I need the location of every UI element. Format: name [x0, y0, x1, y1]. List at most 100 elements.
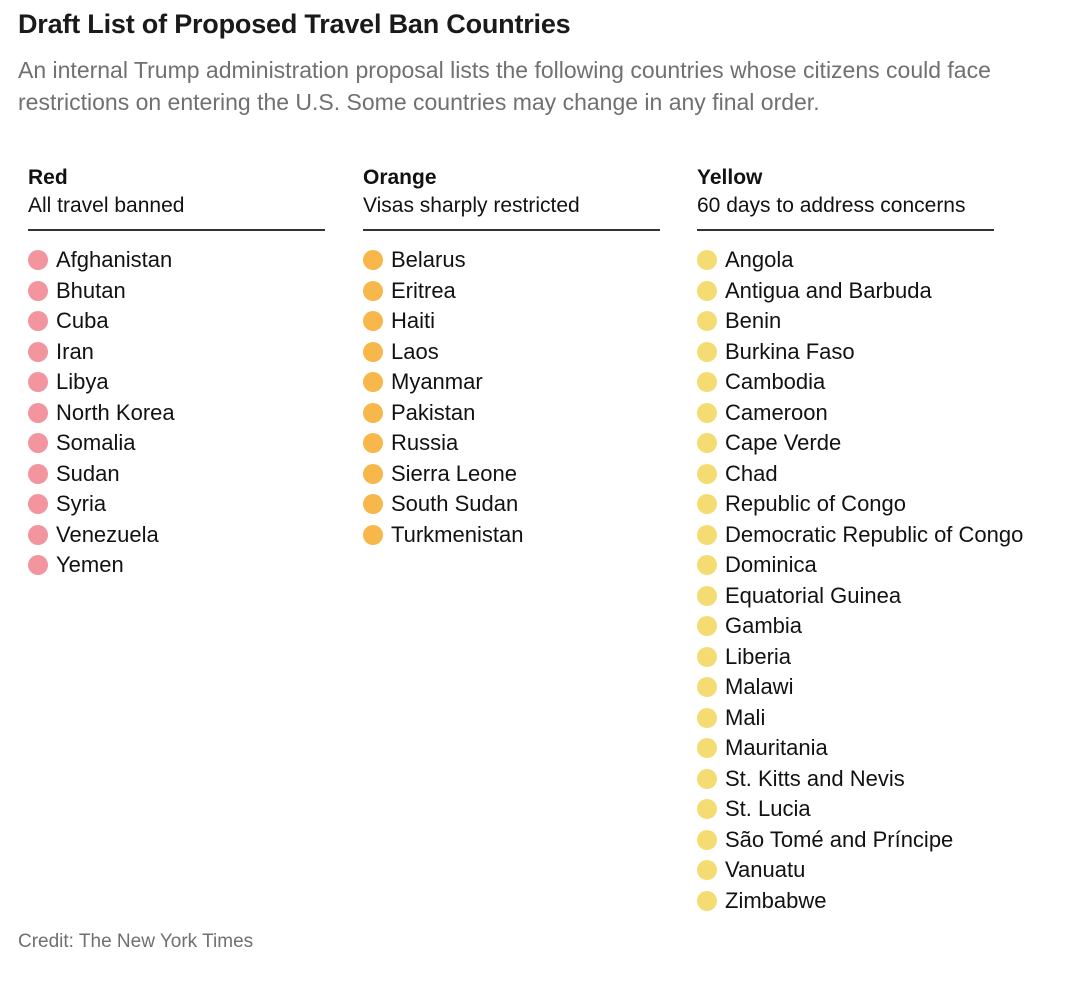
red-dot-icon [28, 280, 48, 301]
country-name: Dominica [725, 552, 817, 578]
country-name: Laos [391, 338, 439, 364]
red-dot-icon [28, 433, 48, 454]
country-item: Angola [697, 245, 994, 276]
yellow-dot-icon [697, 585, 717, 606]
country-name: Pakistan [391, 399, 476, 425]
yellow-dot-icon [697, 890, 717, 911]
yellow-dot-icon [697, 799, 717, 820]
country-item: Gambia [697, 611, 994, 642]
country-item: Belarus [363, 245, 660, 276]
column-divider [697, 229, 994, 231]
country-name: Burkina Faso [725, 338, 855, 364]
yellow-dot-icon [697, 707, 717, 728]
country-name: Afghanistan [56, 247, 173, 273]
yellow-dot-icon [697, 829, 717, 850]
country-name: Cape Verde [725, 430, 842, 456]
country-name: Antigua and Barbuda [725, 277, 932, 303]
red-dot-icon [28, 311, 48, 332]
country-item: Cape Verde [697, 428, 994, 459]
page-title: Draft List of Proposed Travel Ban Countr… [18, 9, 571, 39]
column-subheading: Visas sharply restricted [363, 194, 580, 217]
country-name: Zimbabwe [725, 887, 827, 913]
country-item: Cambodia [697, 367, 994, 398]
country-item: Haiti [363, 306, 660, 337]
country-item: Bhutan [28, 276, 325, 307]
country-item: St. Kitts and Nevis [697, 764, 994, 795]
credit-line: Credit: The New York Times [18, 931, 254, 952]
country-item: Liberia [697, 642, 994, 673]
yellow-dot-icon [697, 677, 717, 698]
column-red: Red All travel banned Afghanistan Bhutan C… [28, 164, 325, 581]
country-item: Burkina Faso [697, 337, 994, 368]
orange-dot-icon [363, 463, 383, 484]
country-item: Chad [697, 459, 994, 490]
country-name: Vanuatu [725, 857, 806, 883]
country-name: Cuba [56, 308, 109, 334]
country-item: Myanmar [363, 367, 660, 398]
country-name: Democratic Republic of Congo [725, 521, 1024, 547]
country-name: Libya [56, 369, 109, 395]
country-name: São Tomé and Príncipe [725, 826, 954, 852]
country-list: Belarus Eritrea Haiti Laos Myanmar Pakistan Ru… [363, 245, 660, 550]
orange-dot-icon [363, 280, 383, 301]
country-name: Belarus [391, 247, 466, 273]
red-dot-icon [28, 555, 48, 576]
country-name: Yemen [56, 552, 124, 578]
yellow-dot-icon [697, 463, 717, 484]
column-heading: Red [28, 166, 68, 189]
country-name: Myanmar [391, 369, 483, 395]
country-name: Equatorial Guinea [725, 582, 902, 608]
country-name: Sierra Leone [391, 460, 517, 486]
red-dot-icon [28, 402, 48, 423]
yellow-dot-icon [697, 555, 717, 576]
country-item: Dominica [697, 550, 994, 581]
country-name: Republic of Congo [725, 491, 907, 517]
country-list: Afghanistan Bhutan Cuba Iran Libya North Kore… [28, 245, 325, 581]
country-item: Cuba [28, 306, 325, 337]
country-item: Zimbabwe [697, 886, 994, 917]
column-orange: Orange Visas sharply restricted Belarus E… [363, 164, 660, 550]
country-name: Somalia [56, 430, 136, 456]
yellow-dot-icon [697, 738, 717, 759]
country-name: Cambodia [725, 369, 826, 395]
country-item: Turkmenistan [363, 520, 660, 551]
country-name: South Sudan [391, 491, 519, 517]
country-item: St. Lucia [697, 794, 994, 825]
yellow-dot-icon [697, 524, 717, 545]
country-item: Equatorial Guinea [697, 581, 994, 612]
column-subheading: All travel banned [28, 194, 185, 217]
orange-dot-icon [363, 433, 383, 454]
country-item: Syria [28, 489, 325, 520]
red-dot-icon [28, 524, 48, 545]
country-item: São Tomé and Príncipe [697, 825, 994, 856]
country-item: Vanuatu [697, 855, 994, 886]
orange-dot-icon [363, 341, 383, 362]
country-item: Yemen [28, 550, 325, 581]
yellow-dot-icon [697, 616, 717, 637]
country-item: Somalia [28, 428, 325, 459]
country-name: St. Kitts and Nevis [725, 765, 905, 791]
yellow-dot-icon [697, 433, 717, 454]
orange-dot-icon [363, 372, 383, 393]
yellow-dot-icon [697, 402, 717, 423]
yellow-dot-icon [697, 250, 717, 271]
country-item: Venezuela [28, 520, 325, 551]
country-name: North Korea [56, 399, 175, 425]
country-name: Malawi [725, 674, 794, 700]
country-name: Russia [391, 430, 459, 456]
page-subtitle: An internal Trump administration proposa… [18, 57, 991, 115]
country-item: Sudan [28, 459, 325, 490]
country-name: Iran [56, 338, 94, 364]
country-name: St. Lucia [725, 796, 811, 822]
country-name: Haiti [391, 308, 436, 334]
country-item: Sierra Leone [363, 459, 660, 490]
column-divider [28, 229, 325, 231]
country-item: Republic of Congo [697, 489, 994, 520]
country-list: Angola Antigua and Barbuda Benin Burkina Fa… [697, 245, 1023, 917]
orange-dot-icon [363, 524, 383, 545]
yellow-dot-icon [697, 860, 717, 881]
orange-dot-icon [363, 402, 383, 423]
country-item: Mauritania [697, 733, 994, 764]
red-dot-icon [28, 250, 48, 271]
column-yellow: Yellow 60 days to address concerns Angol… [697, 164, 1023, 917]
